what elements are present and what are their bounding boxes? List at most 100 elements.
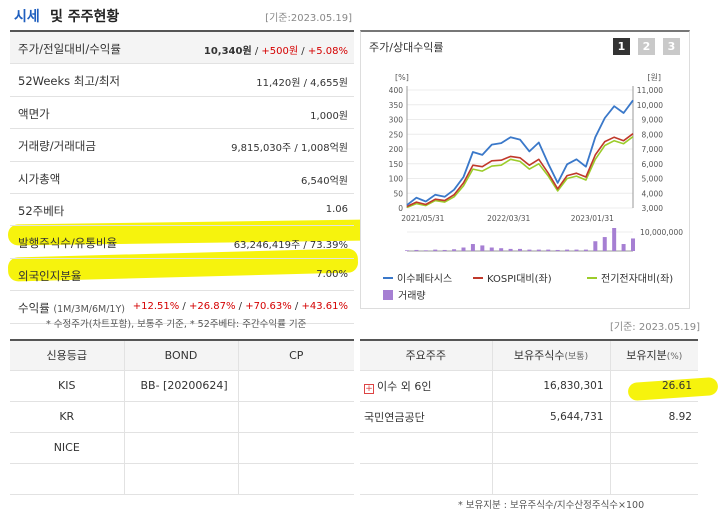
volume-bar <box>470 244 475 251</box>
volume-bar <box>414 249 419 251</box>
volume-bar <box>480 245 485 251</box>
returns-period: (1M/3M/6M/1Y) <box>53 304 125 316</box>
chart-page-button-3[interactable]: 3 <box>663 38 680 55</box>
major-shareholders-table: 주요주주 보유주식수(보통) 보유지분(%) + 이수 외 6인 16,830,3… <box>360 339 698 495</box>
col-header: CP <box>238 340 354 371</box>
expand-plus-icon[interactable]: + <box>364 383 374 394</box>
pct-header-text: 보유지분 <box>626 349 667 363</box>
agency-cell <box>10 463 125 495</box>
section-header: 시세 및 주주현황 [기준:2023.05.19] <box>10 6 354 28</box>
holder-shares: 5,644,731 <box>492 401 611 433</box>
holder-name-cell <box>360 432 493 464</box>
bond-cell: BB- [20200624] <box>124 370 239 402</box>
left-tick-label: 100 <box>389 175 404 184</box>
left-tick-label: 250 <box>389 130 404 139</box>
row-label: 액면가 <box>18 106 50 121</box>
legend-label: KOSPI대비(좌) <box>487 273 552 285</box>
volume-bar <box>433 249 438 251</box>
row-price: 주가/전일대비/수익률 10,340원 / +500원 / +5.08% <box>10 32 354 65</box>
row-label: 52주베타 <box>18 203 65 218</box>
volume-bar <box>536 249 541 251</box>
credit-rating-table: 신용등급 BOND CP KIS BB- [20200624] KR NICE <box>10 339 354 495</box>
shares-header-unit: (보통) <box>564 352 589 363</box>
holder-name-cell: 국민연금공단 <box>360 401 493 433</box>
volume-bar <box>631 238 635 251</box>
bond-cell <box>124 463 239 495</box>
holder-shares <box>492 432 611 464</box>
row-value: 7.00% <box>316 268 348 280</box>
holder-name: 국민연금공단 <box>364 410 425 424</box>
return-1y: +43.61% <box>301 301 348 313</box>
volume-bar <box>499 248 504 251</box>
table-row <box>360 463 698 495</box>
holder-name-cell: + 이수 외 6인 <box>360 370 493 402</box>
bond-cell <box>124 432 239 464</box>
chart-title: 주가/상대수익률 <box>369 41 444 54</box>
volume-bar <box>527 249 532 251</box>
right-tick-label: 11,000 <box>637 86 663 95</box>
series-line-3 <box>406 135 634 209</box>
row-value: 6,540억원 <box>300 175 348 187</box>
volume-bar <box>442 249 447 251</box>
volume-bar <box>583 249 588 251</box>
left-axis-unit: [%] <box>395 73 409 82</box>
cp-cell <box>238 370 354 402</box>
chart-page-button-1[interactable]: 1 <box>613 38 630 55</box>
volume-bar <box>621 244 626 251</box>
volume-bar <box>612 228 617 251</box>
table-row: KR <box>10 401 354 433</box>
legend-label-volume: 거래량 <box>398 290 426 302</box>
left-tick-label: 300 <box>389 116 404 125</box>
table-row <box>10 463 354 495</box>
right-tick-label: 8,000 <box>642 130 664 139</box>
holder-pct <box>610 432 698 464</box>
volume-bar <box>452 249 457 251</box>
agency-cell: KIS <box>10 370 125 402</box>
volume-bar <box>461 247 466 251</box>
cp-cell <box>238 463 354 495</box>
right-tick-label: 10,000 <box>637 101 663 110</box>
volume-bar <box>518 248 522 251</box>
holder-name[interactable]: 이수 외 6인 <box>377 379 432 393</box>
cp-cell <box>238 401 354 433</box>
holder-pct: 8.92 <box>610 401 698 433</box>
row-label: 주가/전일대비/수익률 <box>18 42 121 56</box>
section-title-holders: 및 주주현황 <box>50 9 120 25</box>
return-3m: +26.87% <box>188 301 236 313</box>
price-rate: +5.08% <box>307 46 348 57</box>
left-tick-label: 350 <box>389 101 404 110</box>
right-axis-unit: [원] <box>647 73 661 82</box>
holders-footnote: * 보유지분 : 보유주식수/지수산정주식수×100 <box>458 500 645 509</box>
volume-bar <box>405 250 409 251</box>
left-tick-label: 400 <box>389 86 404 95</box>
row-par-value: 액면가 1,000원 <box>10 97 354 130</box>
right-tick-label: 4,000 <box>642 189 664 198</box>
table-row: + 이수 외 6인 16,830,301 26.61 <box>360 370 698 402</box>
col-header-holder: 주요주주 <box>360 340 493 371</box>
table-header-row: 주요주주 보유주식수(보통) 보유지분(%) <box>360 340 698 371</box>
legend-label: 전기전자대비(좌) <box>601 273 673 285</box>
row-volume: 거래량/거래대금 9,815,030주 / 1,008억원 <box>10 129 354 162</box>
row-value: 63,246,419주 / 73.39% <box>233 240 348 252</box>
row-beta: 52주베타 1.06 <box>10 194 354 227</box>
left-tick-label: 50 <box>393 189 403 198</box>
row-returns: 수익률 (1M/3M/6M/1Y) +12.51% / +26.87% / +7… <box>10 291 354 324</box>
row-label: 외국인지분율 <box>18 268 82 283</box>
x-tick-label: 2021/05/31 <box>401 214 444 223</box>
holder-pct <box>610 463 698 495</box>
chart-page-button-2[interactable]: 2 <box>638 38 655 55</box>
returns-label: 수익률 <box>18 301 50 316</box>
holder-pct: 26.61 <box>610 370 698 402</box>
section-title-market: 시세 <box>14 9 40 25</box>
series-line-1 <box>406 99 634 206</box>
table-row: NICE <box>10 432 354 464</box>
market-footnote: * 수정주가(차트포함), 보통주 기준, * 52주베타: 주간수익률 기준 <box>46 319 307 330</box>
legend-label: 이수페타시스 <box>397 273 452 285</box>
volume-bar <box>423 250 428 251</box>
right-tick-label: 9,000 <box>642 116 664 125</box>
holder-shares <box>492 463 611 495</box>
market-table: 주가/전일대비/수익률 10,340원 / +500원 / +5.08% 52W… <box>10 30 354 324</box>
row-label: 거래량/거래대금 <box>18 139 96 154</box>
base-date: [기준:2023.05.19] <box>265 13 352 24</box>
right-tick-label: 6,000 <box>642 160 664 169</box>
